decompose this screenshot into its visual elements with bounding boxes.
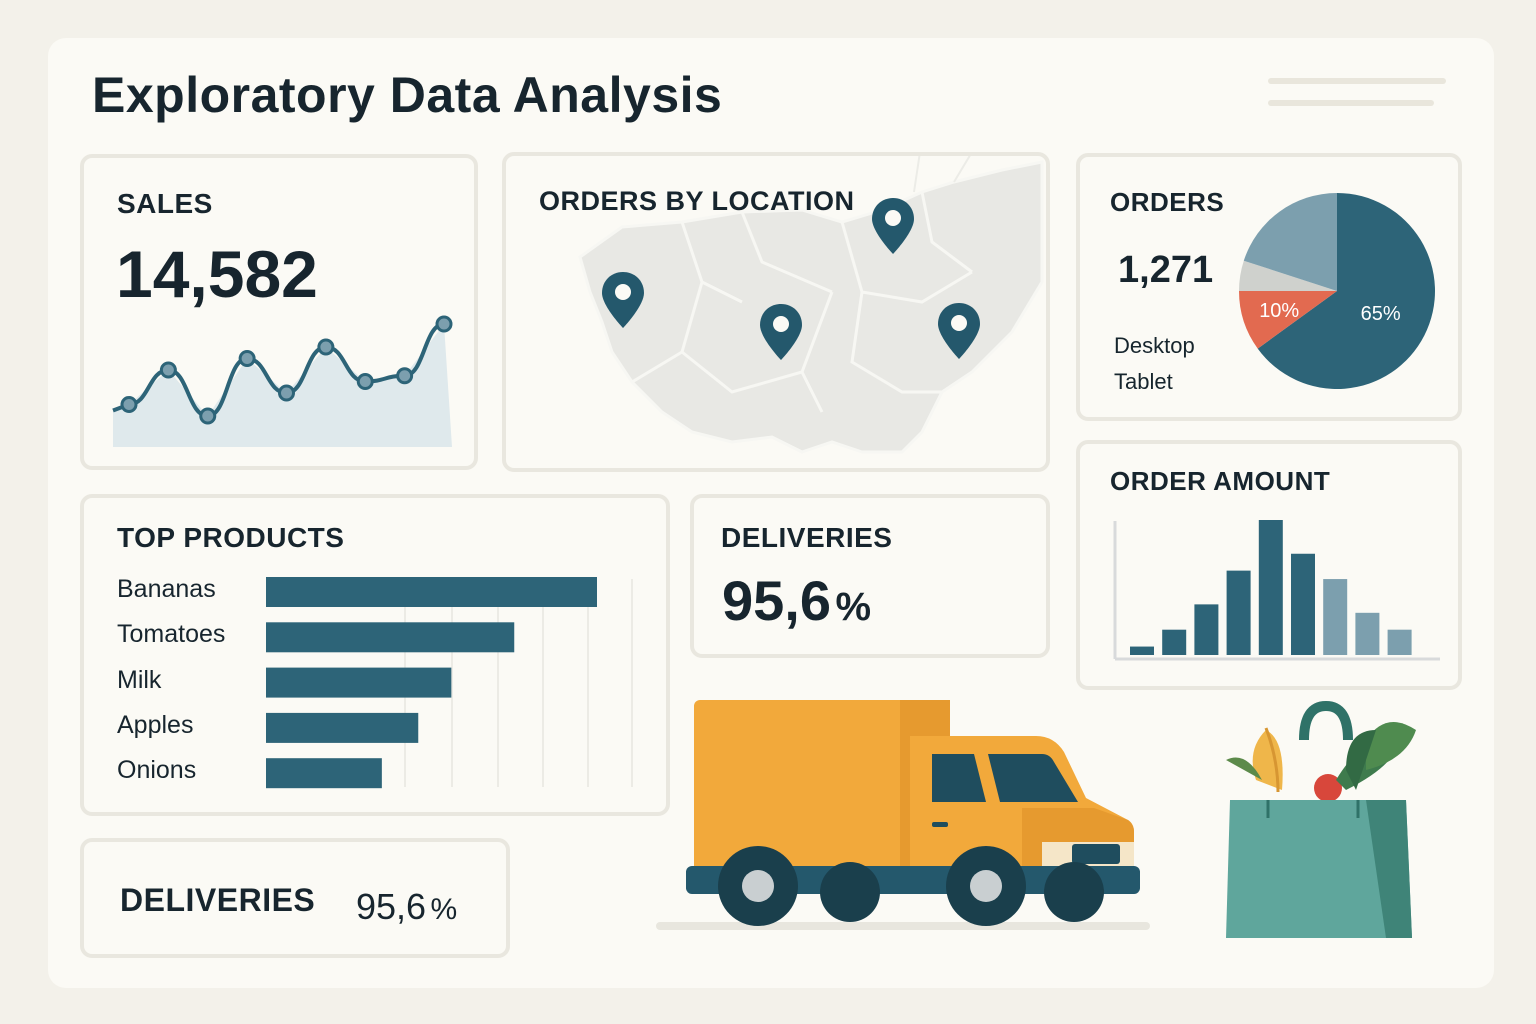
- histogram-bar: [1387, 629, 1412, 655]
- histogram-bar: [1226, 570, 1251, 655]
- sales-point: [435, 315, 453, 333]
- deliveries-small-card: DELIVERIES 95,6 %: [80, 838, 510, 958]
- sales-point: [356, 373, 374, 390]
- top-products-card: TOP PRODUCTS Bananas Tomatoes Milk Apples On…: [80, 494, 670, 816]
- pie-slice-label: 65%: [1361, 303, 1401, 325]
- top-products-title: TOP PRODUCTS: [117, 522, 345, 553]
- product-bar: [266, 622, 515, 653]
- deliveries-small-value: 95,6: [356, 886, 427, 927]
- legend-tablet: Tablet: [1114, 369, 1173, 394]
- map-title: ORDERS BY LOCATION: [539, 186, 855, 216]
- map-card: ORDERS BY LOCATION: [502, 152, 1050, 472]
- order-amount-histogram: [1113, 520, 1440, 661]
- map-pin-icon[interactable]: [600, 270, 646, 337]
- map-pin-icon[interactable]: [936, 301, 982, 368]
- grocery-bag-icon: [1226, 700, 1416, 938]
- histogram-bar: [1291, 553, 1315, 655]
- histogram-bar: [1355, 612, 1380, 655]
- sales-point: [199, 407, 217, 425]
- deliveries-unit: %: [835, 585, 872, 629]
- orders-value: 1,271: [1118, 249, 1214, 291]
- product-bar: [266, 712, 419, 743]
- order-amount-title: ORDER AMOUNT: [1110, 466, 1331, 496]
- top-products-bar-chart: [266, 577, 633, 789]
- sales-point: [278, 384, 295, 402]
- histogram-bar: [1162, 629, 1187, 655]
- sales-point: [396, 367, 414, 385]
- sales-point: [159, 361, 177, 379]
- deliveries-title: DELIVERIES: [721, 522, 893, 553]
- deliveries-value: 95,6: [722, 569, 831, 632]
- sales-title: SALES: [117, 188, 213, 219]
- product-bar: [266, 577, 597, 607]
- pie-slice: [1239, 291, 1337, 349]
- sales-value: 14,582: [116, 237, 318, 311]
- region-map: [578, 156, 1044, 454]
- histogram-bar: [1258, 520, 1283, 655]
- map-pin-icon[interactable]: [758, 302, 804, 369]
- sales-area: [113, 324, 452, 447]
- pie-slice-label: 10%: [1259, 300, 1299, 322]
- product-label: Apples: [117, 710, 194, 739]
- sales-point: [238, 350, 256, 367]
- orders-card: ORDERS 1,271 Desktop Tablet 65% 10%: [1076, 153, 1462, 421]
- deliveries-small-value-row: 95,6 %: [356, 886, 457, 928]
- product-bar: [266, 758, 382, 789]
- product-label: Tomatoes: [117, 620, 226, 649]
- product-label: Onions: [117, 756, 197, 785]
- histogram-bar: [1194, 604, 1219, 655]
- pie-slice: [1239, 260, 1337, 291]
- product-bar: [266, 667, 452, 698]
- deliveries-card: DELIVERIES 95,6 %: [690, 494, 1050, 658]
- pie-slice: [1257, 193, 1435, 389]
- deliveries-small-title: DELIVERIES: [120, 882, 316, 918]
- order-amount-card: ORDER AMOUNT: [1076, 440, 1462, 690]
- sales-line-chart: [112, 315, 453, 447]
- page-title: Exploratory Data Analysis: [92, 67, 723, 123]
- sales-point: [317, 338, 335, 356]
- map-pin-icon[interactable]: [870, 196, 916, 263]
- pie-slice: [1243, 193, 1337, 291]
- orders-pie-chart: 65% 10%: [1239, 193, 1435, 389]
- sales-card: SALES 14,582: [80, 154, 478, 470]
- product-label: Bananas: [117, 575, 216, 603]
- legend-desktop: Desktop: [1114, 333, 1195, 358]
- histogram-bar: [1323, 579, 1348, 655]
- deliveries-value-row: 95,6 %: [722, 568, 871, 633]
- product-label: Milk: [117, 665, 162, 694]
- orders-title: ORDERS: [1110, 187, 1225, 217]
- delivery-truck-icon: [656, 700, 1150, 930]
- menu-lines-icon[interactable]: [1268, 78, 1446, 108]
- deliveries-small-unit: %: [430, 893, 458, 926]
- histogram-bar: [1130, 646, 1154, 655]
- sales-point: [120, 396, 138, 413]
